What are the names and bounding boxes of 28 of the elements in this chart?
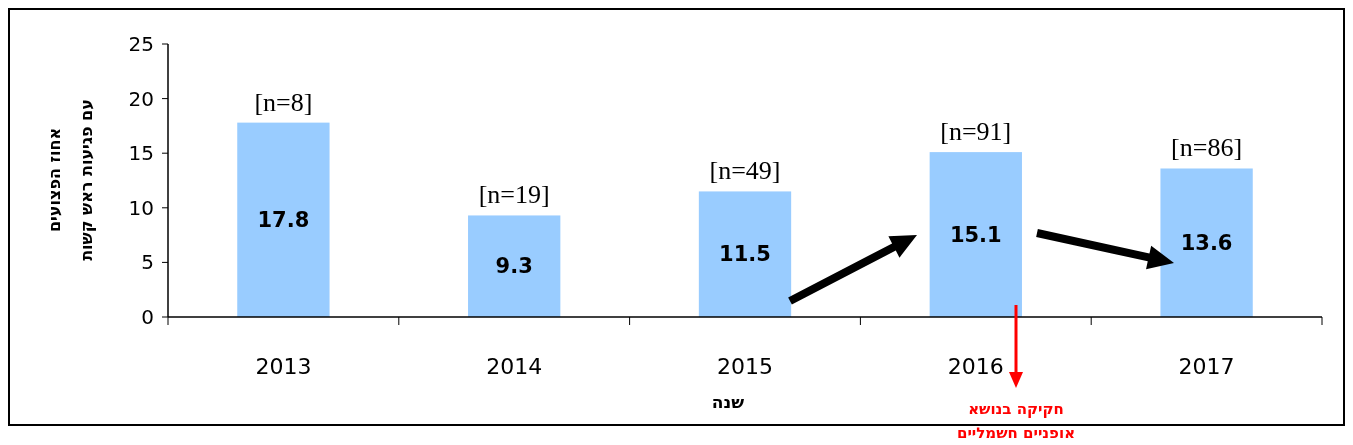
annotation: [n=8] [254,87,313,117]
x-tick-label: 2017 [1178,354,1235,379]
x-tick-label: 2016 [947,354,1004,379]
bar [237,122,330,317]
bar [468,215,561,317]
y-tick-label: 0 [141,305,154,329]
annotation: [n=49] [709,156,781,186]
x-tick-label: 2015 [717,354,773,379]
y-tick-label: 15 [128,141,154,166]
y-tick-label: 5 [141,250,154,275]
y-tick-label: 10 [128,195,154,220]
y-tick-label: 20 [128,86,154,111]
annotation: [n=91] [940,117,1012,147]
data-label: 11.5 [719,242,771,267]
annotation: [n=19] [478,180,550,210]
y-axis-title: אחוז הפצועים עם פגיעות ראש קשות [45,99,96,261]
text: חקיקה בנושא אופניים חשמליים [956,400,1076,442]
x-tick-label: 2013 [255,354,312,379]
data-label: 13.6 [1180,230,1233,255]
y-tick-label: 25 [128,32,154,56]
annotation: [n=86] [1171,133,1243,163]
x-tick-label: 2014 [486,354,543,379]
data-label: 17.8 [257,207,310,232]
bar [1160,168,1253,317]
data-label: 15.1 [949,222,1002,247]
bar [929,152,1022,317]
x-axis-title: שנה [711,392,745,412]
data-label: 9.3 [495,254,533,279]
